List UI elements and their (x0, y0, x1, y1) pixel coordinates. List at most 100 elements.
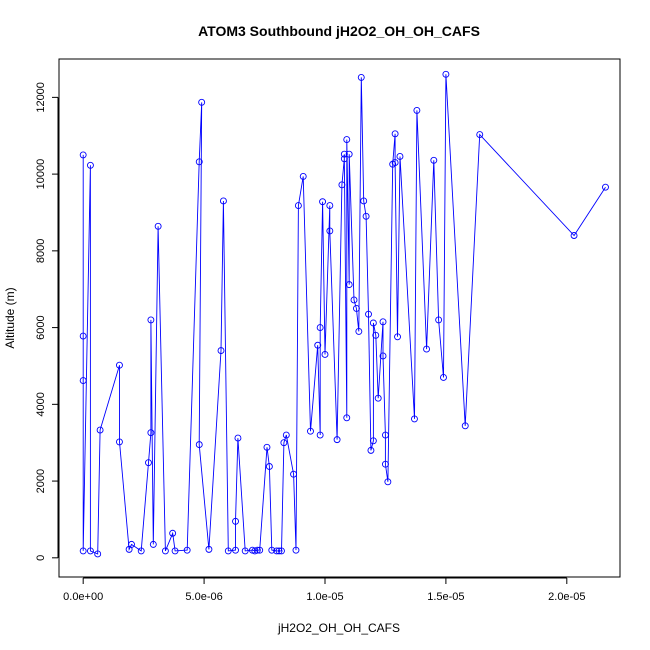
data-point (372, 331, 380, 339)
data-point (413, 106, 421, 114)
data-point (357, 73, 365, 81)
data-point (79, 547, 87, 555)
data-point (128, 540, 135, 548)
data-point (381, 431, 389, 439)
data-point (602, 183, 609, 191)
y-axis-label: Altitude (m) (3, 287, 17, 348)
data-point (256, 546, 264, 554)
data-point (381, 460, 389, 468)
data-point (161, 547, 169, 555)
data-point (280, 439, 288, 447)
data-point (340, 150, 348, 158)
data-point (338, 181, 346, 189)
data-point (263, 443, 271, 451)
data-point (345, 150, 353, 158)
data-point (352, 304, 360, 312)
data-point (379, 318, 387, 326)
data-point (369, 437, 377, 445)
data-point (224, 547, 232, 555)
data-point (430, 156, 438, 164)
data-point (79, 151, 87, 159)
y-tick-label: 2000 (35, 469, 47, 493)
data-point (570, 232, 578, 239)
data-point (86, 161, 94, 169)
data-point (79, 332, 87, 340)
data-point (367, 446, 375, 454)
data-point (340, 155, 348, 163)
plot-frame (58, 58, 621, 578)
data-point (379, 352, 387, 360)
data-point (282, 431, 290, 439)
data-point (299, 172, 307, 180)
data-point (294, 202, 302, 210)
y-tick-label: 0 (35, 555, 47, 561)
data-point (149, 540, 157, 548)
data-point (147, 316, 155, 324)
data-point (147, 429, 155, 437)
data-point (316, 431, 324, 439)
y-tick-label: 10000 (35, 159, 47, 190)
data-point (217, 347, 225, 355)
data-point (232, 546, 239, 554)
data-point (183, 546, 191, 554)
data-point (476, 131, 484, 139)
y-axis: 0 2000 4000 6000 8000 10000 12000 (35, 82, 59, 561)
data-point (321, 351, 329, 358)
data-point (290, 470, 298, 478)
data-point (198, 98, 206, 106)
series-group (79, 70, 609, 558)
data-point (205, 545, 213, 553)
data-point (394, 333, 401, 341)
data-point (345, 281, 353, 289)
data-point (171, 547, 179, 555)
x-axis: 0.0e+00 5.0e-06 1.0e-05 1.5e-05 2.0e-05 (63, 577, 585, 603)
data-point (326, 202, 334, 210)
data-point (253, 546, 261, 554)
data-point (365, 310, 372, 318)
data-point (116, 438, 123, 446)
data-point (232, 517, 239, 525)
data-point (96, 426, 104, 434)
data-point (411, 415, 418, 423)
data-point (362, 212, 370, 220)
data-point (145, 459, 152, 467)
data-point (343, 414, 351, 422)
data-point (219, 197, 227, 205)
data-point (314, 341, 322, 349)
data-point (461, 422, 469, 430)
x-axis-label: jH2O2_OH_OH_CAFS (277, 621, 400, 635)
data-point (292, 546, 300, 554)
y-tick-label: 8000 (35, 239, 47, 263)
series-line (82, 74, 606, 555)
data-point (86, 547, 94, 555)
data-point (169, 529, 177, 537)
data-point (391, 130, 399, 138)
data-point (241, 547, 249, 555)
data-point (195, 441, 203, 449)
data-point (316, 324, 324, 332)
data-point (195, 158, 203, 166)
data-point (440, 374, 447, 381)
data-point (423, 345, 431, 353)
data-point (384, 478, 392, 486)
data-point (343, 136, 351, 144)
data-point (79, 377, 87, 384)
y-tick-label: 4000 (35, 392, 47, 416)
data-point (326, 227, 334, 235)
x-tick-label: 2.0e-05 (548, 591, 585, 603)
data-point (391, 159, 399, 167)
data-point (94, 550, 102, 558)
data-point (360, 197, 368, 205)
data-point (234, 434, 242, 442)
data-point (355, 327, 363, 335)
x-tick-label: 1.5e-05 (427, 591, 464, 603)
data-point (275, 547, 283, 555)
data-point (116, 361, 123, 369)
data-point (268, 546, 276, 554)
chart-title: ATOM3 Southbound jH2O2_OH_OH_CAFS (198, 23, 480, 39)
data-point (154, 222, 162, 230)
data-point (273, 547, 281, 555)
y-tick-label: 6000 (35, 315, 47, 339)
x-tick-label: 1.0e-05 (306, 591, 343, 603)
